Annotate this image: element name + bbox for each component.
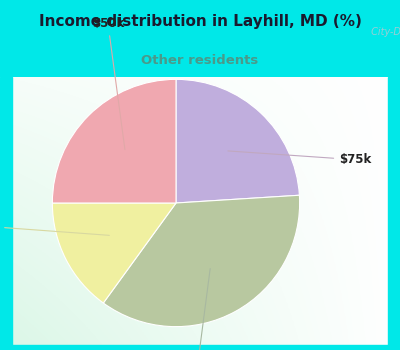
Wedge shape (52, 79, 176, 203)
Bar (0, 77, 12, 350)
Wedge shape (52, 203, 176, 303)
Text: Other residents: Other residents (141, 54, 259, 66)
Wedge shape (103, 195, 300, 327)
Bar (388, 77, 400, 350)
Text: > $200k: > $200k (0, 219, 109, 235)
Text: Income distribution in Layhill, MD (%): Income distribution in Layhill, MD (%) (38, 14, 362, 29)
Text: $50k: $50k (92, 17, 125, 149)
Text: $125k: $125k (174, 268, 215, 350)
Bar (0, 344, 400, 350)
Text: $75k: $75k (228, 151, 371, 166)
Wedge shape (176, 79, 299, 203)
Text: City-Data.com: City-Data.com (368, 27, 400, 37)
